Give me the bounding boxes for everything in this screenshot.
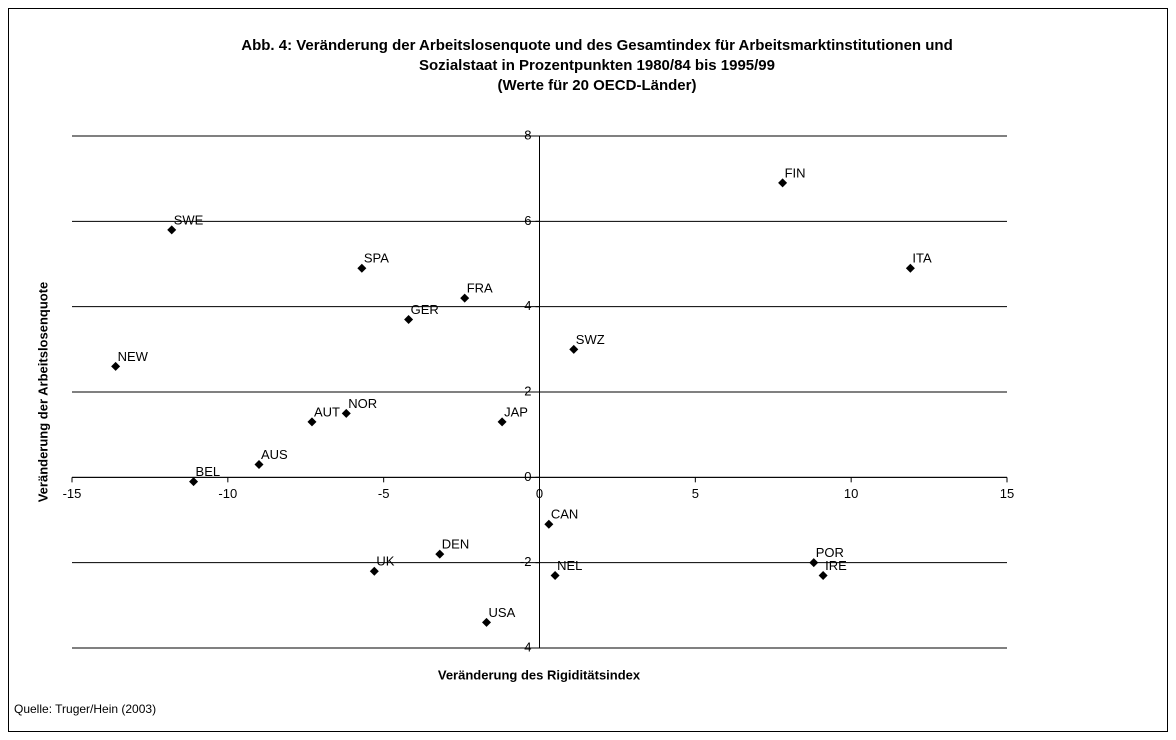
x-tick-label: 15 (1000, 486, 1014, 501)
point-label: SWE (174, 212, 204, 227)
y-tick-label: 8 (524, 127, 531, 142)
point-label: ITA (912, 251, 932, 266)
point (254, 460, 264, 470)
y-tick-label: -2 (520, 554, 532, 569)
source-note: Quelle: Truger/Hein (2003) (14, 702, 156, 716)
point-label: SWZ (576, 332, 605, 347)
point (111, 361, 121, 371)
chart-frame (8, 8, 1168, 732)
point-label: BEL (196, 464, 221, 479)
x-tick-label: 10 (844, 486, 858, 501)
point (497, 417, 507, 427)
y-tick-label: 6 (524, 213, 531, 228)
x-tick-label: -15 (63, 486, 82, 501)
y-tick-label: 0 (524, 469, 531, 484)
y-axis-label: Veränderung der Arbeitslosenquote (35, 282, 50, 503)
point (435, 549, 445, 559)
point (307, 417, 317, 427)
x-tick-label: 0 (536, 486, 543, 501)
point-label: NOR (348, 396, 377, 411)
chart-title: Sozialstaat in Prozentpunkten 1980/84 bi… (419, 57, 775, 74)
point-label: UK (376, 554, 394, 569)
point-label: FIN (785, 165, 806, 180)
x-axis-label: Veränderung des Rigiditätsindex (438, 667, 641, 682)
point (569, 344, 579, 354)
point (544, 519, 554, 529)
point-label: FRA (467, 281, 493, 296)
point-label: JAP (504, 404, 528, 419)
point (905, 263, 915, 273)
point-label: NEL (557, 558, 582, 573)
x-tick-label: 5 (692, 486, 699, 501)
point-label: AUS (261, 447, 288, 462)
point (460, 293, 470, 303)
y-tick-label: 2 (524, 383, 531, 398)
point (357, 263, 367, 273)
x-tick-label: -5 (378, 486, 390, 501)
point (778, 178, 788, 188)
point-label: SPA (364, 251, 389, 266)
point (341, 408, 351, 418)
point (818, 570, 828, 580)
point-label: GER (411, 302, 439, 317)
point-label: IRE (825, 558, 847, 573)
point (167, 225, 177, 235)
point (550, 570, 560, 580)
point (189, 477, 199, 487)
point-label: DEN (442, 537, 469, 552)
x-tick-label: -10 (218, 486, 237, 501)
chart-title: Abb. 4: Veränderung der Arbeitslosenquot… (241, 37, 952, 54)
point (369, 566, 379, 576)
point-label: AUT (314, 404, 340, 419)
point (404, 314, 414, 324)
point-label: CAN (551, 507, 578, 522)
y-tick-label: -4 (520, 639, 532, 654)
point (809, 558, 819, 568)
point (482, 617, 492, 627)
point-label: USA (489, 605, 516, 620)
y-tick-label: 4 (524, 298, 531, 313)
point-label: POR (816, 545, 844, 560)
point-label: NEW (118, 349, 149, 364)
chart-title: (Werte für 20 OECD-Länder) (498, 77, 697, 94)
